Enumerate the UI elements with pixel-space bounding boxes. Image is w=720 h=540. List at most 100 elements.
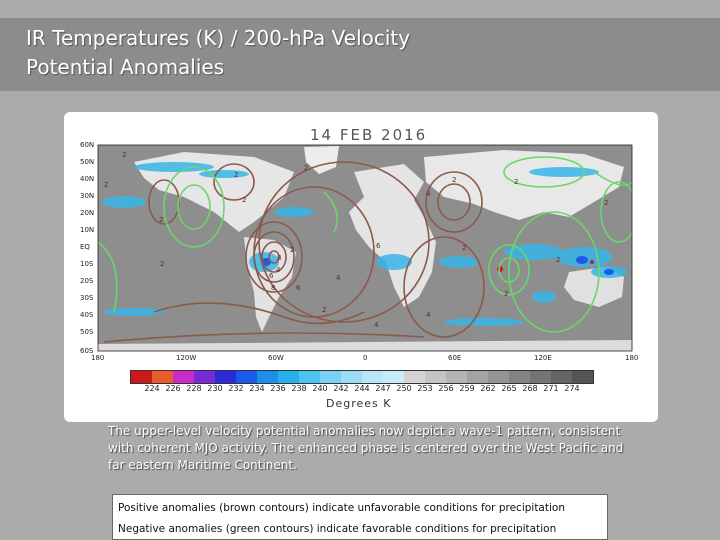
contour-label: 4: [374, 321, 379, 329]
contour-label: 2: [514, 178, 518, 186]
europe-africa-landmass: [349, 164, 436, 307]
map-frame: [97, 144, 633, 352]
colorbar-swatch: [383, 371, 404, 383]
contour-label: 2: [122, 151, 126, 159]
colorbar-tick-label: 274: [564, 384, 580, 393]
contour-label: 6: [296, 284, 301, 292]
colorbar-tick-label: 262: [480, 384, 496, 393]
colorbar-swatch: [194, 371, 215, 383]
colorbar-swatch: [236, 371, 257, 383]
legend-positive-text: Positive anomalies (brown contours) indi…: [118, 502, 565, 514]
colorbar-swatch: [488, 371, 509, 383]
contour-label: 2: [234, 171, 238, 179]
colorbar-tick-label: 224: [144, 384, 160, 393]
colorbar-units: Degrees K: [326, 397, 392, 410]
lon-label-180w: 180: [91, 354, 105, 362]
contour-label: 4: [426, 311, 431, 319]
positive-anomaly-contours: [103, 161, 485, 343]
colorbar-tick-label: 226: [165, 384, 181, 393]
contour-label: 4: [426, 190, 431, 198]
colorbar-swatch: [215, 371, 236, 383]
lon-label-0: 0: [363, 354, 368, 362]
cold-cloud-tops: [102, 162, 627, 326]
lat-label-50s: 50S: [80, 328, 94, 336]
contour-label: 2: [104, 181, 108, 189]
contour-label: 2: [452, 176, 456, 184]
colorbar-tick-label: 228: [186, 384, 202, 393]
description-text: The upper-level velocity potential anoma…: [108, 424, 624, 472]
contour-label: 6: [269, 272, 274, 280]
contour-label: 8: [277, 254, 281, 262]
colorbar-tick-label: 240: [312, 384, 328, 393]
colorbar-swatch: [362, 371, 383, 383]
lat-label-60n: 60N: [80, 141, 95, 149]
colorbar-tick-label: 271: [543, 384, 559, 393]
contour-label: 6: [376, 242, 381, 250]
colorbar-swatch: [425, 371, 446, 383]
colorbar-swatch: [509, 371, 530, 383]
lon-label-180e: 180: [625, 354, 639, 362]
lat-label-40s: 40S: [80, 311, 94, 319]
lat-label-50n: 50N: [80, 158, 95, 166]
coldest-cloud-top-spot: [590, 260, 594, 264]
contour-label: 2: [290, 246, 294, 254]
colorbar-tick-label: 230: [207, 384, 223, 393]
lon-label-60e: 60E: [448, 354, 462, 362]
lat-label-eq: EQ: [80, 243, 90, 251]
colorbar-tick-label: 265: [501, 384, 517, 393]
lat-label-20s: 20S: [80, 277, 94, 285]
colorbar-swatch: [131, 371, 152, 383]
lon-label-120w: 120W: [176, 354, 197, 362]
lat-label-10s: 10S: [80, 260, 94, 268]
contour-label: 2: [160, 260, 164, 268]
colorbar-swatch: [278, 371, 299, 383]
colorbar-swatch: [404, 371, 425, 383]
satellite-map: 2 2 2 2 2 2 2 4 4 6 6 8 8 2 6 4 4 2 2 2: [97, 144, 633, 352]
colorbar-swatch: [257, 371, 278, 383]
antarctica-landmass: [98, 340, 632, 351]
contour-label: 2: [159, 216, 163, 224]
lat-label-60s: 60S: [80, 347, 94, 355]
legend-negative-text: Negative anomalies (green contours) indi…: [118, 523, 557, 535]
title-band: IR Temperatures (K) / 200-hPa Velocity P…: [0, 18, 720, 91]
colorbar-swatch: [299, 371, 320, 383]
contour-label: 8: [271, 284, 275, 292]
temperature-colorbar: [130, 370, 594, 384]
colorbar-swatch: [572, 371, 593, 383]
slide-title-line-1: IR Temperatures (K) / 200-hPa Velocity: [26, 26, 411, 50]
colorbar-tick-label: 250: [396, 384, 412, 393]
contour-label: 2: [462, 244, 466, 252]
colorbar-tick-label: 242: [333, 384, 349, 393]
lat-label-40n: 40N: [80, 175, 95, 183]
contour-label: 2: [556, 256, 560, 264]
colorbar-tick-label: 247: [375, 384, 391, 393]
colorbar-swatch: [173, 371, 194, 383]
contour-label: 2: [304, 164, 308, 172]
lon-label-120e: 120E: [534, 354, 552, 362]
lat-label-20n: 20N: [80, 209, 95, 217]
contour-legend-box: Positive anomalies (brown contours) indi…: [112, 494, 608, 540]
colorbar-swatch: [320, 371, 341, 383]
colorbar-tick-label: 256: [438, 384, 454, 393]
colorbar-tick-label: 236: [270, 384, 286, 393]
colorbar-swatch: [530, 371, 551, 383]
contour-label: 4: [276, 266, 281, 274]
contour-label: 2: [322, 306, 326, 314]
colorbar-swatch: [551, 371, 572, 383]
contour-label: 2: [242, 196, 246, 204]
map-date: 14 FEB 2016: [310, 126, 428, 144]
colorbar-tick-label: 232: [228, 384, 244, 393]
colorbar-tick-label: 234: [249, 384, 265, 393]
colorbar-tick-label: 268: [522, 384, 538, 393]
lon-label-60w: 60W: [268, 354, 284, 362]
map-panel: 14 FEB 2016 60N 50N 40N 30N 20N 10N EQ 1…: [64, 112, 658, 422]
colorbar-swatch: [152, 371, 173, 383]
lat-label-10n: 10N: [80, 226, 95, 234]
lat-label-30s: 30S: [80, 294, 94, 302]
colorbar-swatch: [467, 371, 488, 383]
contour-label: 2: [504, 290, 508, 298]
colorbar-tick-label: 259: [459, 384, 475, 393]
colorbar-swatch: [341, 371, 362, 383]
colorbar-tick-label: 238: [291, 384, 307, 393]
contour-label: 2: [604, 199, 608, 207]
